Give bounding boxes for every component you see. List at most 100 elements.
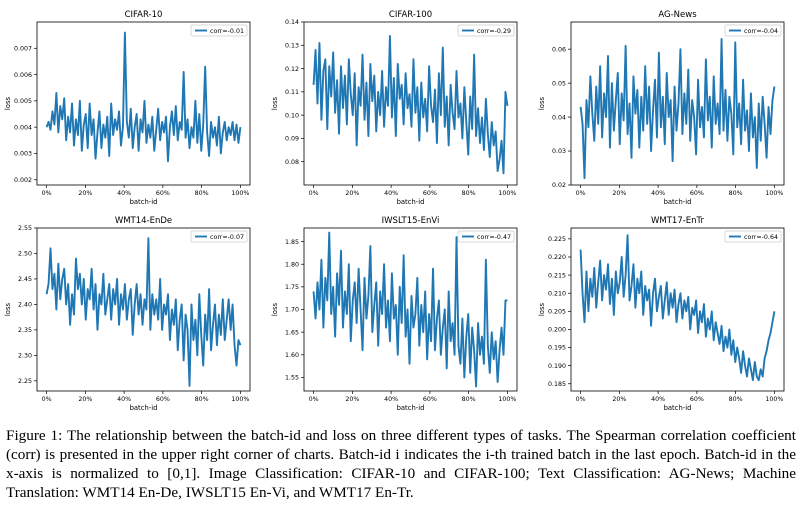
x-axis-label: batch-id	[397, 198, 425, 206]
y-tick-label: 2.55	[18, 225, 32, 232]
y-tick-label: 0.205	[548, 309, 566, 316]
legend-label: corr=-0.04	[744, 28, 778, 35]
x-tick-label: 60%	[690, 396, 704, 403]
x-tick-label: 20%	[345, 396, 359, 403]
x-tick-label: 60%	[156, 396, 170, 403]
legend-label: corr=-0.64	[744, 234, 778, 241]
plot-frame	[303, 227, 518, 392]
x-tick-label: 0%	[309, 396, 319, 403]
y-tick-label: 2.45	[18, 276, 32, 283]
plot-frame	[303, 21, 518, 186]
x-tick-label: 80%	[729, 190, 743, 197]
y-tick-label: 0.200	[548, 327, 566, 334]
chart-panel: WMT17-EnTr 0.185 0.190 0.195 0.200 0.205 0.210…	[538, 216, 785, 412]
y-tick-label: 0.11	[285, 89, 299, 96]
legend-box	[190, 24, 248, 37]
y-tick-label: 0.007	[14, 45, 32, 52]
chart-title: AG-News	[658, 10, 697, 20]
y-tick-label: 0.14	[285, 19, 299, 26]
x-tick-label: 20%	[78, 396, 92, 403]
x-tick-label: 40%	[651, 190, 665, 197]
x-tick-label: 40%	[651, 396, 665, 403]
x-tick-label: 80%	[195, 396, 209, 403]
legend-label: corr=-0.47	[477, 234, 511, 241]
loss-series-line	[45, 237, 242, 387]
x-tick-label: 60%	[423, 190, 437, 197]
plot-frame	[570, 21, 785, 186]
x-tick-label: 80%	[462, 190, 476, 197]
y-tick-label: 0.08	[285, 159, 299, 166]
y-tick-label: 0.10	[285, 112, 299, 119]
legend-box	[190, 230, 248, 243]
legend-label: corr=-0.29	[477, 28, 511, 35]
legend-box	[457, 24, 515, 37]
x-tick-label: 60%	[156, 190, 170, 197]
x-tick-label: 80%	[729, 396, 743, 403]
y-tick-label: 1.55	[285, 375, 299, 382]
legend-box	[457, 230, 515, 243]
y-tick-label: 0.190	[548, 363, 566, 370]
x-tick-label: 100%	[765, 396, 783, 403]
y-tick-label: 0.225	[548, 236, 566, 243]
x-axis-label: batch-id	[664, 404, 692, 412]
x-tick-label: 60%	[423, 396, 437, 403]
y-tick-label: 0.006	[14, 72, 32, 79]
y-tick-label: 0.13	[285, 42, 299, 49]
chart-panel: AG-News 0.02 0.03 0.04 0.05 0.06 0% 20% 40% 60% 80…	[538, 10, 785, 206]
y-tick-label: 0.003	[14, 151, 32, 158]
y-axis-label: loss	[4, 302, 12, 316]
figure-charts: CIFAR-10 0.002 0.003 0.004 0.005 0.006 0.007 0%…	[4, 10, 785, 412]
y-tick-label: 2.35	[18, 327, 32, 334]
y-tick-label: 0.002	[14, 177, 32, 184]
figure-caption: Figure 1: The relationship between the b…	[6, 427, 796, 501]
legend-label: corr=-0.07	[210, 234, 244, 241]
y-tick-label: 0.210	[548, 290, 566, 297]
x-tick-label: 100%	[231, 396, 249, 403]
x-tick-label: 0%	[42, 396, 52, 403]
chart-panel: CIFAR-10 0.002 0.003 0.004 0.005 0.006 0.007 0%…	[4, 10, 251, 206]
loss-series-line	[312, 35, 509, 175]
chart-title: CIFAR-100	[389, 10, 432, 20]
y-axis-label: loss	[538, 96, 546, 110]
legend-box	[724, 230, 782, 243]
x-tick-label: 0%	[309, 190, 319, 197]
x-tick-label: 20%	[345, 190, 359, 197]
plot-frame	[36, 21, 251, 186]
y-tick-label: 0.06	[552, 46, 566, 53]
x-axis-label: batch-id	[130, 404, 158, 412]
y-tick-label: 2.25	[18, 378, 32, 385]
x-tick-label: 0%	[576, 396, 586, 403]
y-tick-label: 0.195	[548, 345, 566, 352]
chart-panel: CIFAR-100 0.08 0.09 0.10 0.11 0.12 0.13 0.14 0% 2…	[271, 10, 518, 206]
x-tick-label: 80%	[462, 396, 476, 403]
y-tick-label: 1.70	[285, 307, 299, 314]
y-tick-label: 0.215	[548, 272, 566, 279]
chart-panel: IWSLT15-EnVi 1.55 1.60 1.65 1.70 1.75 1.80 1.85…	[271, 216, 518, 412]
chart-title: CIFAR-10	[125, 10, 163, 20]
y-tick-label: 0.005	[14, 98, 32, 105]
y-tick-label: 0.03	[552, 148, 566, 155]
y-tick-label: 0.04	[552, 114, 566, 121]
legend-box	[724, 24, 782, 37]
y-tick-label: 0.09	[285, 136, 299, 143]
plot-frame	[36, 227, 251, 392]
y-tick-label: 0.185	[548, 381, 566, 388]
chart-panel: WMT14-EnDe 2.25 2.30 2.35 2.40 2.45 2.50 2.55 0%…	[4, 216, 251, 412]
y-tick-label: 2.50	[18, 251, 32, 258]
y-tick-label: 0.02	[552, 182, 566, 189]
x-tick-label: 60%	[690, 190, 704, 197]
y-tick-label: 0.220	[548, 254, 566, 261]
legend-label: corr=-0.01	[210, 28, 244, 35]
y-axis-label: loss	[271, 96, 279, 110]
x-tick-label: 0%	[576, 190, 586, 197]
x-tick-label: 20%	[612, 190, 626, 197]
y-tick-label: 0.12	[285, 66, 299, 73]
x-tick-label: 40%	[384, 190, 398, 197]
x-tick-label: 100%	[498, 396, 516, 403]
x-tick-label: 40%	[117, 190, 131, 197]
x-axis-label: batch-id	[397, 404, 425, 412]
y-axis-label: loss	[271, 302, 279, 316]
y-tick-label: 1.65	[285, 329, 299, 336]
y-tick-label: 2.40	[18, 302, 32, 309]
y-tick-label: 0.05	[552, 80, 566, 87]
